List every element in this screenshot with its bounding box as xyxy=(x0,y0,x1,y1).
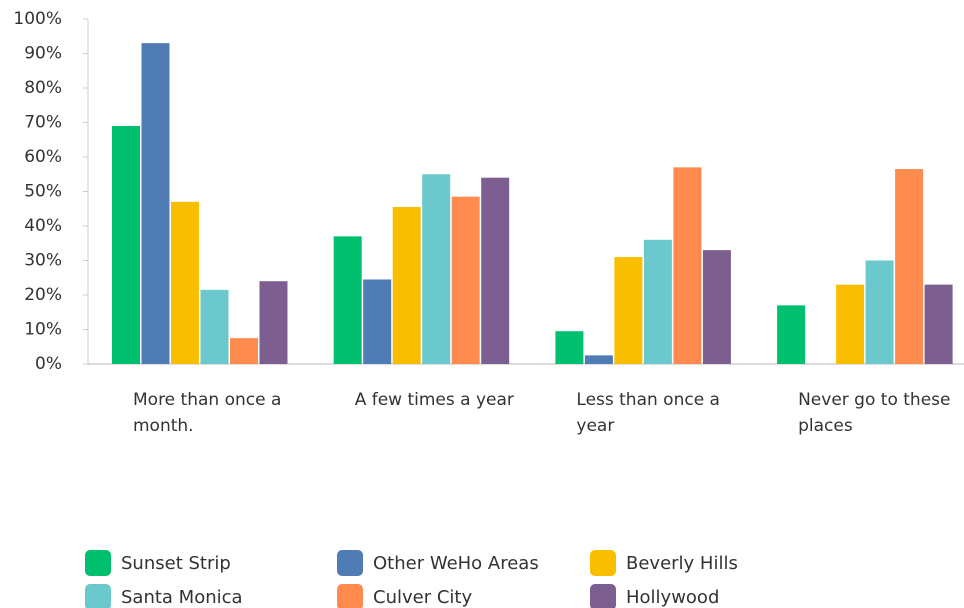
legend-swatch xyxy=(85,584,111,608)
x-tick-label: Never go to these places xyxy=(798,390,951,436)
y-tick-label: 50% xyxy=(24,182,62,202)
bar xyxy=(363,279,392,364)
y-tick-label: 80% xyxy=(24,78,62,98)
legend-swatch xyxy=(337,550,363,576)
bar xyxy=(836,284,865,364)
y-tick-label: 90% xyxy=(24,44,62,64)
x-tick-label: A few times a year xyxy=(354,390,514,410)
legend-label: Other WeHo Areas xyxy=(373,552,539,574)
legend-label: Sunset Strip xyxy=(121,552,231,574)
x-tick-label: More than once a month. xyxy=(133,390,282,436)
y-tick-label: 100% xyxy=(13,9,62,29)
bar xyxy=(141,43,170,365)
legend-item: Culver City xyxy=(337,582,472,608)
legend-label: Hollywood xyxy=(626,586,720,608)
bar xyxy=(584,355,613,364)
bar xyxy=(200,289,229,364)
bar xyxy=(702,250,731,364)
legend-swatch xyxy=(590,584,616,608)
legend-label: Beverly Hills xyxy=(626,552,738,574)
legend-label: Santa Monica xyxy=(121,586,243,608)
bar xyxy=(451,196,480,364)
bar xyxy=(112,125,140,364)
bar xyxy=(333,236,362,364)
bar xyxy=(422,174,451,364)
legend-swatch xyxy=(85,550,111,576)
y-tick-label: 60% xyxy=(24,147,62,167)
y-tick-label: 0% xyxy=(35,354,62,374)
legend-swatch xyxy=(590,550,616,576)
legend-item: Santa Monica xyxy=(85,582,243,608)
legend-swatch xyxy=(337,584,363,608)
legend-item: Beverly Hills xyxy=(590,548,738,578)
legend-item: Other WeHo Areas xyxy=(337,548,539,578)
bar xyxy=(481,177,510,364)
bar xyxy=(614,257,643,364)
legend-label: Culver City xyxy=(373,586,473,608)
bar xyxy=(230,338,258,364)
y-tick-label: 40% xyxy=(24,216,62,236)
x-tick-label: Less than once a year xyxy=(576,390,720,436)
bar xyxy=(673,167,702,364)
y-tick-label: 70% xyxy=(24,113,62,133)
y-tick-label: 10% xyxy=(24,320,62,340)
bar xyxy=(392,207,421,364)
y-tick-label: 20% xyxy=(24,285,62,305)
y-tick-label: 30% xyxy=(24,251,62,271)
bar xyxy=(259,281,288,364)
bar xyxy=(777,305,806,364)
bar xyxy=(895,169,924,364)
legend-item: Sunset Strip xyxy=(85,548,231,578)
bar xyxy=(924,284,953,364)
bar xyxy=(555,331,584,364)
bar xyxy=(171,201,199,364)
legend-item: Hollywood xyxy=(590,582,719,608)
bar xyxy=(865,260,894,364)
bar xyxy=(643,239,672,364)
